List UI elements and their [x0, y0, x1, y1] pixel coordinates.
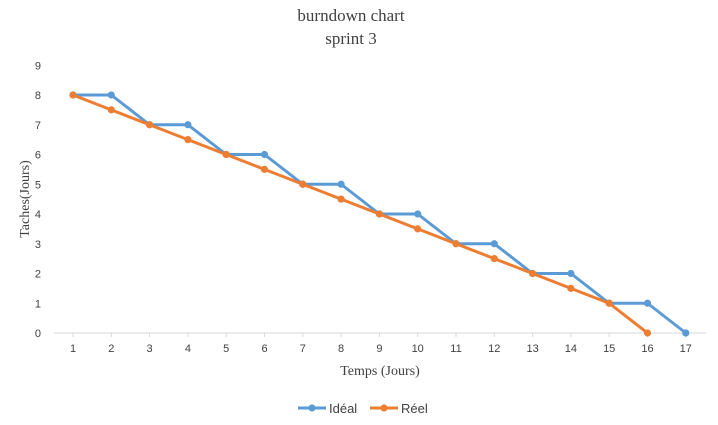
x-tick-label: 3 — [147, 343, 153, 355]
chart-title: burndown chart — [297, 6, 404, 25]
x-tick-labels: 1 2 3 4 5 6 7 8 9 10 11 12 13 14 15 16 17 — [70, 333, 692, 355]
series-line-2 — [71, 93, 649, 335]
data-point-series-1 — [490, 240, 498, 248]
data-point-series-2 — [260, 165, 269, 173]
legend-item-1: Idéal — [298, 401, 357, 416]
data-point-series-2 — [222, 150, 230, 159]
y-tick-label: 4 — [35, 209, 41, 221]
y-tick-label: 2 — [35, 269, 41, 281]
x-tick-label: 10 — [412, 343, 424, 355]
y-tick-label: 8 — [35, 90, 41, 102]
data-point-series-2 — [567, 284, 575, 292]
x-tick-label: 15 — [603, 343, 615, 355]
x-axis-title: Temps (Jours) — [340, 364, 420, 379]
data-point-series-2 — [299, 180, 307, 188]
y-tick-label: 9 — [35, 60, 41, 72]
legend-item-2: Réel — [370, 401, 428, 416]
data-point-series-1 — [337, 180, 345, 188]
x-tick-label: 5 — [223, 343, 229, 355]
x-tick-label: 2 — [108, 343, 114, 355]
x-tick-label: 1 — [70, 343, 76, 355]
data-point-series-2 — [452, 240, 460, 248]
legend-label: Idéal — [329, 401, 357, 416]
x-tick-label: 12 — [488, 343, 500, 355]
y-tick-label: 3 — [35, 239, 41, 251]
y-tick-label: 6 — [35, 150, 41, 162]
legend-swatch-marker — [380, 404, 388, 412]
data-point-series-1 — [107, 91, 115, 99]
x-tick-label: 9 — [376, 343, 382, 355]
y-tick-labels: 0 1 2 3 4 5 6 7 8 9 — [35, 60, 41, 340]
data-point-series-2 — [605, 299, 613, 307]
data-point-series-1 — [260, 150, 269, 159]
x-tick-label: 16 — [641, 343, 653, 355]
chart-subtitle: sprint 3 — [325, 29, 376, 48]
y-tick-label: 1 — [35, 298, 41, 310]
x-tick-label: 13 — [526, 343, 538, 355]
data-point-series-1 — [184, 121, 192, 129]
x-tick-label: 17 — [680, 343, 692, 355]
data-point-series-2 — [184, 136, 192, 144]
data-point-series-2 — [337, 195, 345, 203]
x-tick-label: 14 — [565, 343, 577, 355]
data-point-series-2 — [414, 225, 422, 233]
x-tick-label: 11 — [450, 343, 461, 355]
legend-label: Réel — [401, 401, 428, 416]
data-point-series-1 — [414, 210, 422, 218]
legend-swatch-marker — [308, 404, 316, 412]
y-tick-label: 7 — [35, 120, 41, 132]
x-tick-label: 8 — [338, 343, 344, 355]
data-point-series-2 — [643, 329, 652, 337]
legend: Idéal Réel — [298, 401, 428, 416]
y-tick-label: 0 — [35, 328, 41, 340]
data-point-series-2 — [146, 121, 154, 129]
data-point-series-1 — [567, 269, 575, 278]
y-axis-title: Taches(Jours) — [18, 160, 33, 238]
data-point-series-2 — [490, 255, 498, 263]
x-tick-label: 7 — [300, 343, 306, 355]
data-point-series-1 — [682, 329, 690, 337]
data-point-series-2 — [69, 91, 77, 99]
data-point-series-2 — [107, 106, 115, 114]
data-point-series-2 — [375, 210, 383, 218]
x-tick-label: 6 — [261, 343, 267, 355]
data-point-series-1 — [643, 299, 652, 307]
data-point-series-2 — [529, 269, 537, 278]
y-tick-label: 5 — [35, 179, 41, 191]
series-layer — [69, 91, 690, 337]
x-tick-label: 4 — [185, 343, 191, 355]
